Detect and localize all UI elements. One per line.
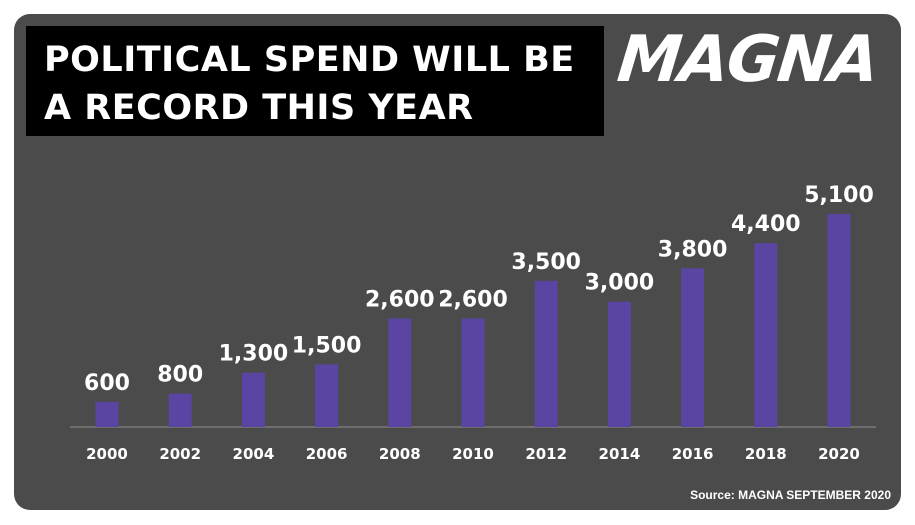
value-label-2020: 5,100 [804, 183, 874, 208]
x-tick-2012: 2012 [525, 445, 567, 463]
value-label-2010: 2,600 [438, 287, 508, 312]
bar-2016 [681, 268, 705, 427]
bar-2020 [827, 214, 851, 427]
chart-title-line-1: POLITICAL SPEND WILL BE [44, 40, 575, 80]
bar-2012 [534, 280, 558, 427]
x-tick-2018: 2018 [745, 445, 787, 463]
value-label-2016: 3,800 [658, 237, 728, 262]
bar-2004 [241, 372, 265, 427]
value-label-2006: 1,500 [292, 333, 362, 358]
bar-2018 [754, 243, 778, 427]
value-label-2008: 2,600 [365, 287, 435, 312]
bar-2014 [607, 301, 631, 427]
source-note: Source: MAGNA SEPTEMBER 2020 [690, 488, 891, 502]
x-tick-2016: 2016 [672, 445, 714, 463]
bar-2006 [315, 364, 339, 427]
bar-2000 [95, 401, 119, 427]
x-tick-2014: 2014 [599, 445, 641, 463]
x-tick-2010: 2010 [452, 445, 494, 463]
value-label-2000: 600 [84, 371, 130, 396]
x-tick-2020: 2020 [818, 445, 860, 463]
x-tick-2004: 2004 [233, 445, 275, 463]
x-tick-labels-group: 2000 2002 2004 2006 2008 2010 2012 2014 2016 2018… [86, 445, 860, 463]
x-tick-2006: 2006 [306, 445, 348, 463]
x-tick-2008: 2008 [379, 445, 421, 463]
value-label-2018: 4,400 [731, 212, 801, 237]
chart-title-line-2: A RECORD THIS YEAR [44, 88, 474, 128]
chart-card: POLITICAL SPEND WILL BE A RECORD THIS YE… [14, 14, 901, 510]
value-label-2002: 800 [157, 363, 203, 388]
value-label-2004: 1,300 [219, 342, 289, 367]
bar-2002 [168, 393, 192, 427]
bar-2008 [388, 318, 412, 427]
x-tick-2000: 2000 [86, 445, 128, 463]
x-tick-2002: 2002 [159, 445, 201, 463]
title-box: POLITICAL SPEND WILL BE A RECORD THIS YE… [26, 26, 604, 136]
bar-2010 [461, 318, 485, 427]
value-label-2014: 3,000 [585, 271, 655, 296]
bars-group [95, 214, 851, 427]
value-label-2012: 3,500 [511, 250, 581, 275]
